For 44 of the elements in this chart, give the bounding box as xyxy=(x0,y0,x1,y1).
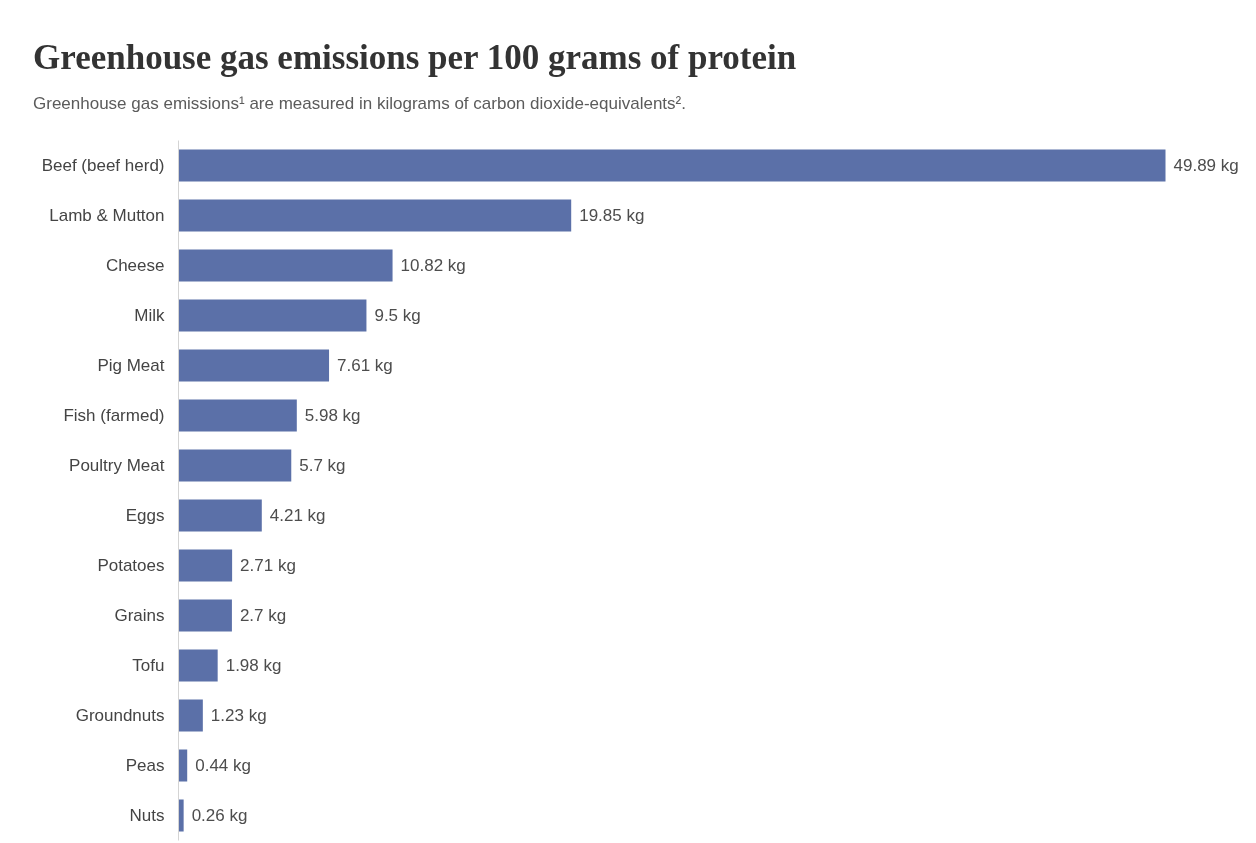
y-tick-label: Tofu xyxy=(132,656,165,675)
y-tick-label: Pig Meat xyxy=(97,356,165,375)
bar xyxy=(178,649,218,682)
bar xyxy=(178,799,184,832)
bar xyxy=(178,149,1166,182)
data-label: 49.89 kg xyxy=(1173,156,1239,175)
chart-subtitle: Greenhouse gas emissions¹ are measured in kilograms of carbon dioxide-equivalents². xyxy=(32,93,686,115)
y-tick-label: Poultry Meat xyxy=(69,456,165,475)
y-tick-label: Potatoes xyxy=(97,556,165,575)
data-label: 19.85 kg xyxy=(579,206,645,225)
y-tick-label: Eggs xyxy=(125,506,165,525)
data-label: 0.26 kg xyxy=(191,806,248,825)
y-tick-label: Fish (farmed) xyxy=(63,406,165,425)
data-label: 5.98 kg xyxy=(304,406,361,425)
data-label: 9.5 kg xyxy=(374,306,421,325)
bar xyxy=(178,299,367,332)
bar xyxy=(178,699,203,732)
data-label: 1.23 kg xyxy=(210,706,267,725)
data-label: 7.61 kg xyxy=(337,356,393,375)
data-label: 10.82 kg xyxy=(400,256,466,275)
y-tick-label: Peas xyxy=(125,756,165,775)
data-label: 5.7 kg xyxy=(299,456,346,475)
y-tick-label: Beef (beef herd) xyxy=(41,156,165,175)
bar xyxy=(178,449,292,482)
bar xyxy=(178,549,233,582)
bar xyxy=(178,249,393,282)
bar xyxy=(178,599,232,632)
bar xyxy=(178,349,330,382)
y-tick-label: Lamb & Mutton xyxy=(49,206,165,225)
bar xyxy=(178,499,262,532)
data-label: 1.98 kg xyxy=(225,656,282,675)
data-label: 4.21 kg xyxy=(269,506,326,525)
data-label: 2.7 kg xyxy=(239,606,287,625)
y-tick-label: Grains xyxy=(114,606,165,625)
data-label: 0.44 kg xyxy=(195,756,251,775)
y-tick-label: Milk xyxy=(134,306,165,325)
bar xyxy=(178,749,188,782)
bar xyxy=(178,199,572,232)
bar xyxy=(178,399,297,432)
chart-title: Greenhouse gas emissions per 100 grams of protein xyxy=(32,37,797,78)
y-tick-label: Nuts xyxy=(129,806,165,825)
data-label: 2.71 kg xyxy=(240,556,296,575)
y-tick-label: Cheese xyxy=(105,256,165,275)
y-tick-label: Groundnuts xyxy=(75,706,165,725)
